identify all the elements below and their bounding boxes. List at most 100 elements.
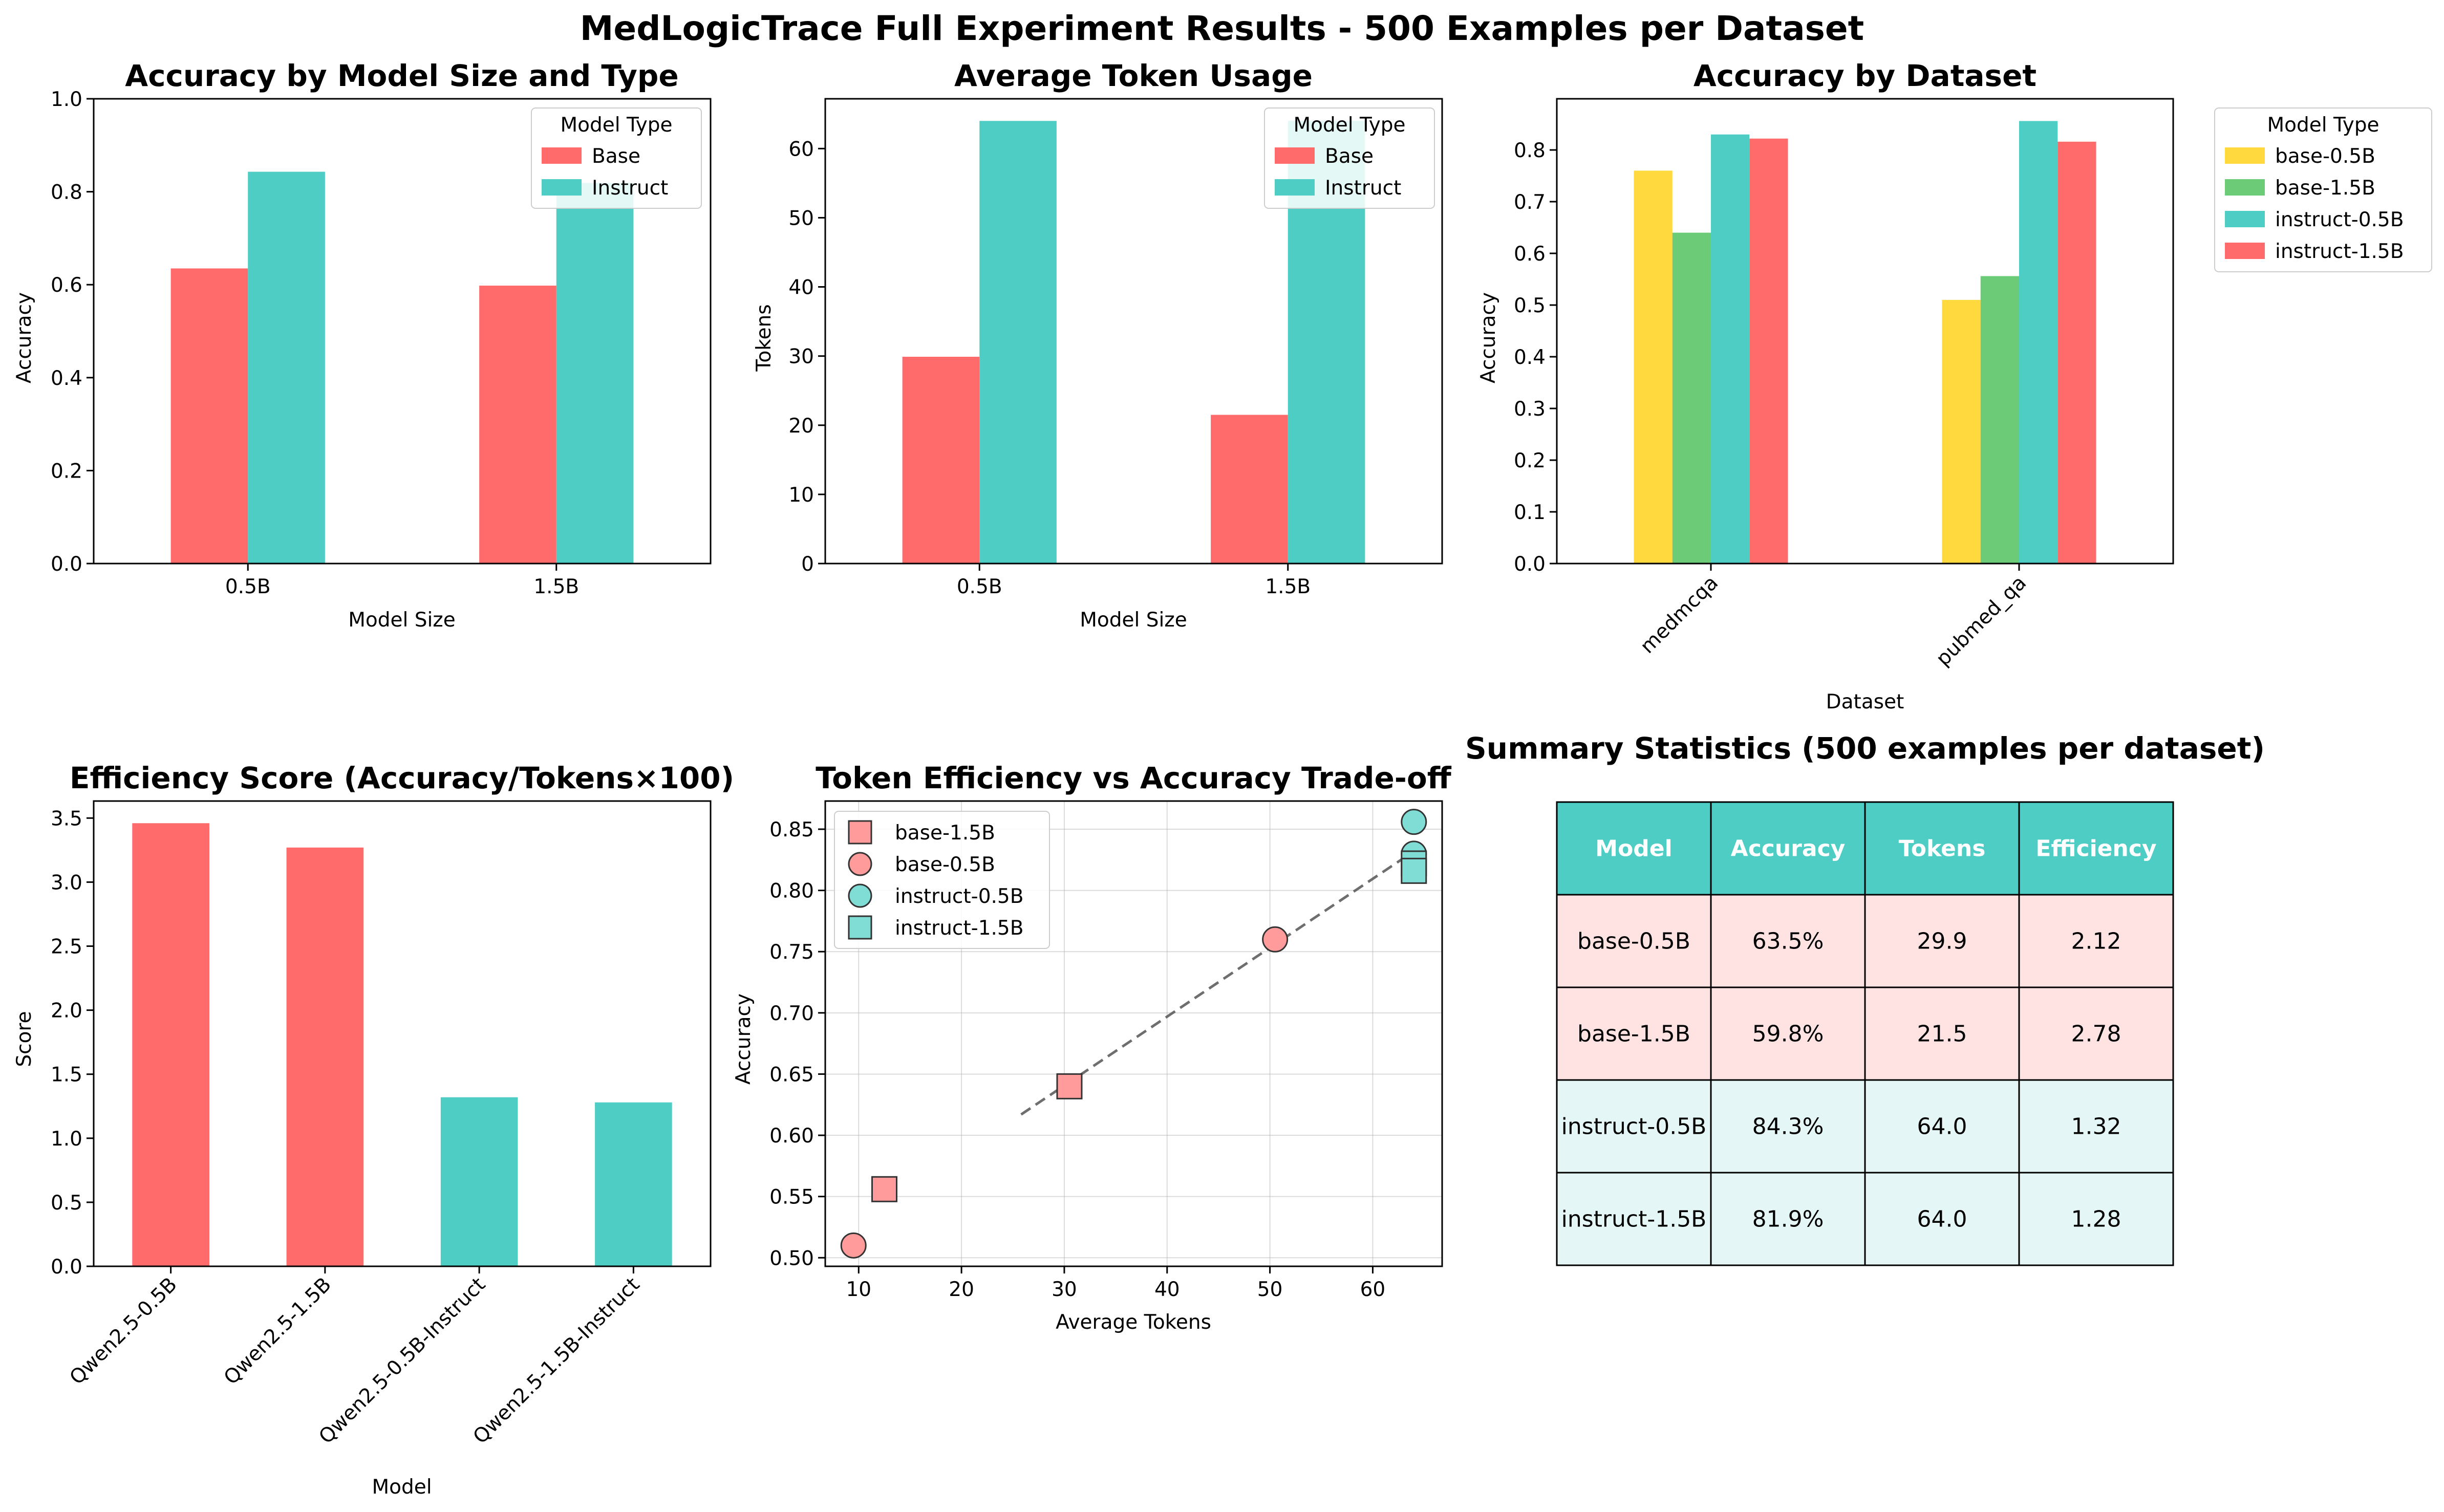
table-header-label: Tokens bbox=[1899, 836, 1986, 862]
table-cell-value: base-1.5B bbox=[1577, 1021, 1690, 1047]
table-cell bbox=[1864, 986, 2020, 1081]
table-cell bbox=[1710, 986, 1866, 1081]
x-tick-label: 0.5B bbox=[957, 575, 1002, 598]
y-tick-label: 40 bbox=[788, 276, 814, 299]
legend-label: instruct-0.5B bbox=[2275, 208, 2404, 231]
bar bbox=[1634, 170, 1673, 564]
legend-label: Instruct bbox=[592, 177, 668, 200]
bar bbox=[1711, 134, 1750, 564]
x-tick-label: 40 bbox=[1154, 1278, 1180, 1301]
y-axis-label: Score bbox=[13, 1011, 36, 1067]
table-cell bbox=[2018, 1172, 2174, 1266]
table-cell bbox=[1556, 1079, 1712, 1174]
axes-frame bbox=[93, 98, 712, 565]
tradeoff-scatter-chart: Token Efficiency vs Accuracy Trade-off A… bbox=[732, 761, 1452, 1334]
legend-swatch bbox=[2225, 179, 2265, 196]
y-tick-label: 0.60 bbox=[769, 1125, 814, 1148]
legend-swatch bbox=[2225, 243, 2265, 259]
legend-label: Base bbox=[1325, 145, 1374, 168]
x-axis-label: Model bbox=[372, 1476, 432, 1499]
y-tick-label: 0.85 bbox=[769, 818, 814, 841]
y-axis-label: Accuracy bbox=[13, 292, 36, 383]
summary-table: Summary Statistics (500 examples per dat… bbox=[1465, 731, 2265, 1266]
y-tick-label: 0.6 bbox=[1514, 243, 1546, 266]
table-cell bbox=[1710, 1172, 1866, 1266]
y-tick-label: 0.2 bbox=[1514, 449, 1546, 472]
y-tick-label: 1.0 bbox=[51, 88, 82, 111]
bar bbox=[902, 356, 980, 564]
bar bbox=[2057, 141, 2096, 564]
bar bbox=[595, 1102, 672, 1266]
table-cell-value: 2.12 bbox=[2071, 928, 2121, 955]
bar bbox=[1942, 299, 1981, 564]
bar bbox=[1211, 415, 1288, 564]
table-cell-value: instruct-1.5B bbox=[1561, 1206, 1707, 1233]
table-cell-value: 21.5 bbox=[1917, 1021, 1967, 1047]
y-tick-label: 20 bbox=[788, 415, 814, 438]
x-tick-label: 60 bbox=[1360, 1278, 1386, 1301]
legend-label: base-0.5B bbox=[895, 853, 995, 876]
table-cell bbox=[1864, 1172, 2020, 1266]
legend-title: Model Type bbox=[2267, 114, 2379, 137]
legend-swatch bbox=[2225, 211, 2265, 227]
accuracy-by-size-chart: Accuracy by Model Size and Type Model Si… bbox=[13, 58, 712, 632]
chart-title: Average Token Usage bbox=[954, 58, 1313, 93]
legend-label: instruct-1.5B bbox=[2275, 240, 2404, 263]
chart-title: Token Efficiency vs Accuracy Trade-off bbox=[816, 761, 1451, 795]
legend-label: base-0.5B bbox=[2275, 145, 2375, 168]
legend-label: base-1.5B bbox=[2275, 177, 2375, 200]
legend-title: Model Type bbox=[560, 114, 672, 137]
x-tick-label: 1.5B bbox=[1265, 575, 1311, 598]
chart-title: Accuracy by Model Size and Type bbox=[125, 58, 679, 93]
table-cell bbox=[1864, 894, 2020, 988]
x-axis-label: Model Size bbox=[348, 609, 456, 632]
legend-title: Model Type bbox=[1293, 114, 1405, 137]
x-tick-label: 20 bbox=[949, 1278, 974, 1301]
scatter-point bbox=[840, 1232, 867, 1259]
y-tick-label: 0.50 bbox=[769, 1247, 814, 1270]
y-tick-label: 60 bbox=[788, 138, 814, 161]
table-cell bbox=[2018, 1079, 2174, 1174]
bar bbox=[248, 171, 325, 564]
y-tick-label: 0.1 bbox=[1514, 501, 1546, 524]
scatter-point bbox=[1056, 1073, 1083, 1099]
chart-title: Accuracy by Dataset bbox=[1693, 58, 2036, 93]
table-cell-value: base-0.5B bbox=[1577, 928, 1690, 955]
x-tick-label: 1.5B bbox=[533, 575, 579, 598]
x-tick-label: 10 bbox=[846, 1278, 871, 1301]
y-tick-label: 10 bbox=[788, 484, 814, 507]
legend-swatch bbox=[542, 147, 582, 164]
table-header-cell bbox=[1556, 801, 1712, 896]
x-tick-label: 30 bbox=[1052, 1278, 1077, 1301]
table-cell-value: 1.32 bbox=[2071, 1114, 2121, 1140]
x-axis-label: Dataset bbox=[1826, 690, 1904, 714]
legend-swatch bbox=[848, 883, 872, 908]
scatter-point bbox=[1401, 857, 1427, 884]
y-tick-label: 0.2 bbox=[51, 460, 82, 483]
table-header-cell bbox=[1710, 801, 1866, 896]
x-tick-label: pubmed_qa bbox=[1932, 571, 2031, 671]
y-tick-label: 50 bbox=[788, 207, 814, 230]
legend-label: instruct-1.5B bbox=[895, 917, 1024, 940]
axes-frame bbox=[1556, 98, 2174, 565]
table-cell-value: 59.8% bbox=[1752, 1021, 1824, 1047]
legend-frame bbox=[2214, 107, 2432, 272]
y-tick-label: 30 bbox=[788, 345, 814, 369]
x-tick-label: medmcqa bbox=[1636, 571, 1723, 658]
y-tick-label: 0.4 bbox=[1514, 346, 1546, 369]
y-tick-label: 1.5 bbox=[51, 1064, 82, 1087]
y-tick-label: 0.4 bbox=[51, 367, 82, 390]
scatter-point bbox=[871, 1176, 897, 1202]
token-usage-chart: Average Token Usage Model Size Tokens 0 1… bbox=[753, 58, 1443, 632]
legend-swatch bbox=[542, 179, 582, 196]
y-tick-label: 0.5 bbox=[51, 1192, 82, 1215]
table-cell bbox=[1556, 986, 1712, 1081]
axes-frame bbox=[824, 800, 1443, 1267]
legend-swatch bbox=[848, 820, 872, 845]
x-tick-label: Qwen2.5-0.5B-Instruct bbox=[315, 1273, 490, 1449]
table-cell-value: 64.0 bbox=[1917, 1206, 1967, 1233]
bar bbox=[1980, 276, 2019, 564]
y-tick-label: 0.8 bbox=[1514, 139, 1546, 162]
legend-label: base-1.5B bbox=[895, 822, 995, 845]
